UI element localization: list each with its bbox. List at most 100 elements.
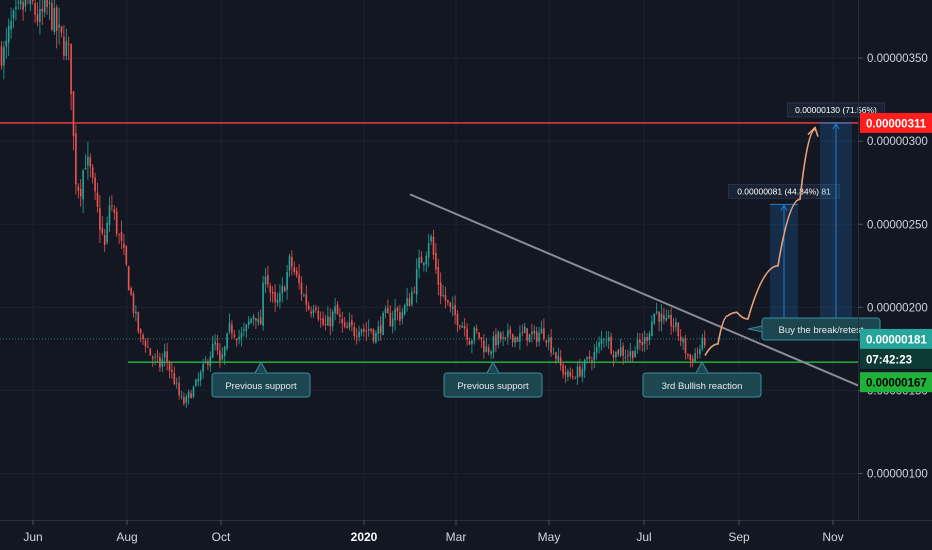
candle-body-down <box>387 307 389 314</box>
candle-body-up <box>557 355 560 361</box>
candle-body-up <box>223 346 226 357</box>
projection-arrow[interactable] <box>704 126 819 356</box>
candle-body-down <box>399 311 401 321</box>
candle-body-down <box>447 299 449 303</box>
candle-body-up <box>605 339 608 341</box>
trendline-layer[interactable] <box>409 193 859 387</box>
candle-body-up <box>651 321 653 336</box>
candle-body-down <box>679 336 682 342</box>
candle-body-down <box>389 312 392 327</box>
candle-body-up <box>288 256 291 271</box>
candle-body-up <box>303 295 305 297</box>
candle-body-up <box>636 339 639 350</box>
candle-body-up <box>185 396 188 403</box>
candle-body-down <box>156 355 159 357</box>
candle-body-down <box>77 186 80 191</box>
candle-body-up <box>10 20 12 30</box>
time-axis[interactable]: Jun Aug Oct 2020 Mar May Jul Sep Nov <box>23 520 844 544</box>
candle-body-down <box>283 287 286 292</box>
candle-body-up <box>461 325 464 328</box>
candle-body-up <box>607 337 610 342</box>
candle-body-down <box>468 341 471 345</box>
candle-body-up <box>600 339 603 344</box>
candle-body-down <box>658 311 660 322</box>
candle-body-up <box>667 314 670 319</box>
candle-body-down <box>159 357 161 368</box>
candle-body-up <box>567 370 569 377</box>
candle-body-down <box>231 324 233 334</box>
candle-body-up <box>427 243 430 258</box>
candle-body-down <box>46 0 48 8</box>
candle-body-down <box>687 354 689 356</box>
candle-body-up <box>175 382 178 384</box>
candle-body-up <box>108 205 111 225</box>
candle-body-up <box>221 354 224 360</box>
candle-body-up <box>240 332 243 338</box>
candle-body-down <box>190 393 192 399</box>
candle-body-up <box>106 222 108 243</box>
candle-body-up <box>507 330 509 337</box>
candle-body-up <box>348 322 351 328</box>
candle-body-down <box>370 328 372 331</box>
candle-body-down <box>300 282 303 295</box>
candle-body-up <box>682 338 684 343</box>
candle-body-down <box>137 312 140 332</box>
candle-body-up <box>598 342 600 348</box>
candle-body-down <box>103 235 106 245</box>
candle-body-down <box>173 373 176 385</box>
candle-body-up <box>360 329 363 333</box>
price-axis-label: 0.00000300 <box>867 136 928 148</box>
candle-body-down <box>516 337 519 342</box>
candle-body-down <box>696 351 699 353</box>
candle-body-up <box>451 306 454 310</box>
candle-body-down <box>99 207 101 230</box>
candle-body-up <box>619 347 622 356</box>
price-axis[interactable]: 0.000001000.000001500.000002000.00000250… <box>858 53 928 480</box>
candle-body-down <box>319 319 322 320</box>
candle-body-down <box>641 341 644 345</box>
candle-body-up <box>247 321 250 325</box>
candle-body-up <box>375 332 377 343</box>
candle-body-up <box>423 262 425 266</box>
candle-body-down <box>495 334 497 346</box>
candle-body-down <box>67 43 70 45</box>
candle-body-up <box>655 311 658 313</box>
candle-body-down <box>703 337 706 346</box>
candle-body-down <box>396 307 399 312</box>
candle-body-up <box>528 334 531 342</box>
candle-body-down <box>610 336 612 354</box>
price-axis-label: 0.00000250 <box>867 219 928 231</box>
candle-body-down <box>684 338 687 354</box>
countdown-badge: 07:42:23 <box>866 354 912 366</box>
annotation-pointer <box>695 360 709 374</box>
candle-body-down <box>511 333 514 343</box>
descending-trendline[interactable] <box>409 193 859 387</box>
time-axis-label: Oct <box>212 530 231 544</box>
candle-body-up <box>331 311 334 327</box>
candle-body-down <box>293 267 296 272</box>
annotation-text: 3rd Bullish reaction <box>662 381 743 392</box>
candle-body-up <box>595 347 598 353</box>
projection-curve[interactable] <box>704 128 816 356</box>
candle-body-up <box>401 312 404 319</box>
candle-body-down <box>36 14 39 22</box>
candle-body-up <box>701 337 704 350</box>
candle-body-up <box>65 41 68 56</box>
candle-body-up <box>187 391 190 398</box>
candle-body-up <box>252 315 255 320</box>
candle-body-down <box>118 234 120 235</box>
candle-body-up <box>7 25 10 43</box>
candle-body-up <box>154 356 156 358</box>
annotations[interactable]: Previous support Previous support 3rd Bull… <box>211 317 881 398</box>
annotation-text: Previous support <box>225 381 297 392</box>
candle-body-down <box>79 188 82 197</box>
candle-body-down <box>487 347 490 353</box>
candle-body-up <box>204 361 207 364</box>
candle-body-down <box>543 328 545 340</box>
candle-body-up <box>442 294 444 296</box>
candle-body-down <box>346 326 348 329</box>
candle-body-down <box>559 357 562 366</box>
annotation-pointer <box>486 360 500 374</box>
candle-body-down <box>295 270 298 276</box>
